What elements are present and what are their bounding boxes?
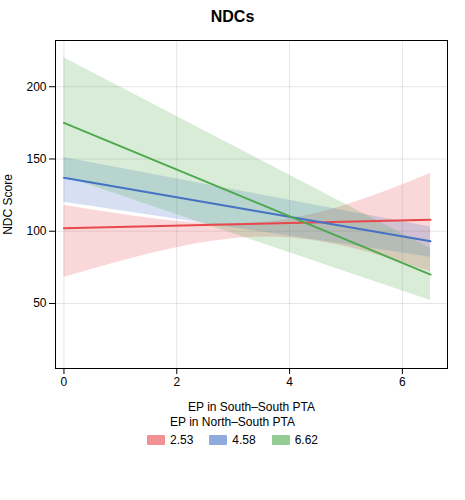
svg-text:NDC Score: NDC Score xyxy=(1,174,15,235)
svg-text:6: 6 xyxy=(399,375,406,389)
svg-text:200: 200 xyxy=(26,80,46,94)
svg-text:EP in South–South PTA: EP in South–South PTA xyxy=(188,400,315,414)
html-text:EP in North–South PTA: EP in North–South PTA xyxy=(170,415,295,429)
svg-text:4: 4 xyxy=(286,375,293,389)
svg-text:150: 150 xyxy=(26,152,46,166)
svg-text:50: 50 xyxy=(33,296,47,310)
html-text:4.58: 4.58 xyxy=(232,433,256,447)
html-text:6.62: 6.62 xyxy=(294,433,318,447)
html-text:NDCs: NDCs xyxy=(210,8,255,25)
svg-text:100: 100 xyxy=(26,224,46,238)
svg-text:0: 0 xyxy=(61,375,68,389)
html-text:2.53: 2.53 xyxy=(170,433,194,447)
svg-text:2: 2 xyxy=(173,375,180,389)
